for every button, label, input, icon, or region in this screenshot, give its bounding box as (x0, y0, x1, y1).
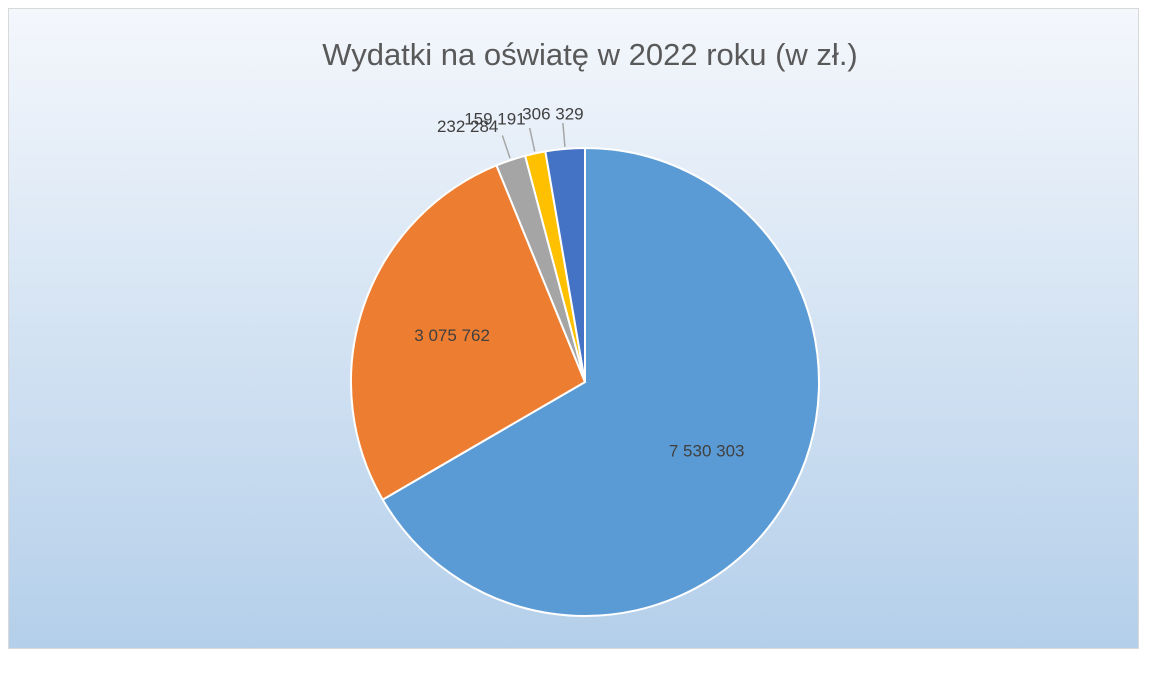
data-label: 159 191 (464, 109, 525, 128)
pie-slice (350, 164, 587, 501)
leader-line (562, 122, 566, 147)
pie-slice (381, 146, 820, 617)
leader-line (528, 127, 536, 152)
data-label: 232 284 (437, 117, 498, 136)
data-label: 306 329 (522, 104, 583, 123)
data-label: 3 075 762 (414, 326, 490, 345)
data-label: 7 530 303 (669, 441, 745, 460)
leader-line (501, 135, 511, 159)
pie-slice (544, 146, 586, 383)
chart-title: Wydatki na oświatę w 2022 roku (w zł.) (322, 37, 858, 72)
